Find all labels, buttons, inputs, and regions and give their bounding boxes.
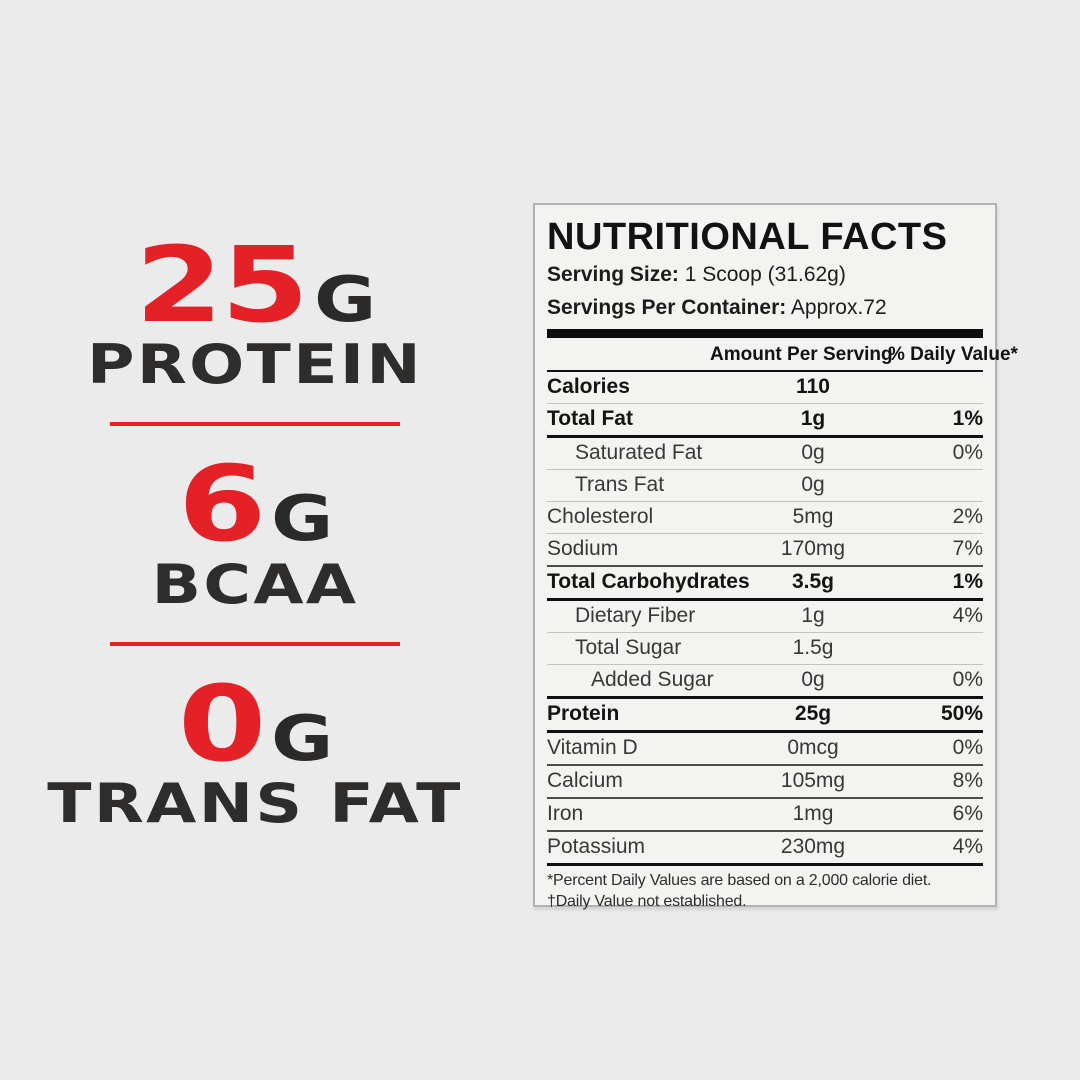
- row-label: Vitamin D: [547, 736, 638, 760]
- table-row: Protein 25g 50%: [547, 699, 983, 734]
- row-dv: 0%: [952, 668, 983, 692]
- row-amount: 0g: [801, 441, 825, 465]
- row-label: Added Sugar: [591, 668, 714, 692]
- footnote-daily-values-text: Percent Daily Values are based on a 2,00…: [553, 872, 932, 890]
- daily-value-header: % Daily Value*: [888, 344, 1018, 366]
- stat-bcaa: 6 G BCAA: [52, 452, 458, 611]
- row-label: Saturated Fat: [575, 441, 703, 465]
- table-row: Saturated Fat 0g 0%: [547, 438, 983, 471]
- row-amount: 105mg: [780, 769, 846, 793]
- stat-transfat: 0 G TRANS FAT: [47, 671, 460, 831]
- servings-per-container-value: Approx.72: [790, 295, 887, 319]
- stat-protein-value: 25: [135, 224, 309, 346]
- row-dv: 50%: [940, 702, 983, 726]
- row-amount: 1mg: [792, 802, 834, 826]
- table-row: Potassium 230mg 4%: [547, 832, 983, 867]
- row-label: Potassium: [547, 835, 646, 859]
- row-amount: 1.5g: [792, 636, 834, 660]
- footnote-dagger: †: [547, 893, 556, 911]
- stat-protein-unit: G: [314, 263, 376, 336]
- amount-per-serving-header: Amount Per Serving: [710, 344, 893, 366]
- servings-per-container-line: Servings Per Container: Approx.72: [547, 294, 983, 322]
- stat-protein: 25 G PROTEIN: [52, 233, 458, 392]
- row-label: Total Sugar: [575, 636, 682, 660]
- table-row: Total Fat 1g 1%: [547, 404, 983, 439]
- nutrition-facts-panel: NUTRITIONAL FACTS Serving Size: 1 Scoop …: [533, 203, 1018, 910]
- stat-protein-label: PROTEIN: [86, 333, 424, 397]
- table-row: Total Carbohydrates 3.5g 1%: [547, 567, 983, 602]
- row-dv: 4%: [952, 604, 983, 628]
- red-divider: [110, 641, 400, 646]
- row-amount: 170mg: [780, 537, 846, 561]
- footnote-not-established-text: Daily Value not established.: [555, 893, 747, 911]
- row-amount: 5mg: [792, 505, 834, 529]
- footnote-daily-values: *Percent Daily Values are based on a 2,0…: [547, 871, 983, 892]
- row-label: Trans Fat: [575, 473, 665, 497]
- footnote-asterisk: *: [547, 872, 554, 890]
- row-amount: 0g: [801, 473, 825, 497]
- stat-bcaa-unit: G: [271, 482, 333, 556]
- row-label: Total Carbohydrates: [547, 570, 750, 594]
- row-dv: 8%: [952, 769, 983, 793]
- row-amount: 0mcg: [787, 736, 839, 760]
- row-amount: 25g: [794, 702, 832, 726]
- row-label: Iron: [547, 802, 584, 826]
- table-row: Added Sugar 0g 0%: [547, 665, 983, 700]
- promo-stats-column: 25 G PROTEIN 6 G BCAA 0 G TRANS FAT: [47, 233, 460, 831]
- row-dv: 2%: [952, 505, 983, 529]
- stat-transfat-number: 0 G: [7, 662, 502, 785]
- panel-title: NUTRITIONAL FACTS: [547, 216, 948, 258]
- row-amount: 1g: [800, 407, 826, 431]
- footnote-not-established: †Daily Value not established.: [547, 892, 983, 913]
- row-label: Calcium: [547, 769, 623, 793]
- stat-bcaa-number: 6 G: [7, 443, 502, 566]
- stat-protein-number: 25 G: [7, 224, 502, 346]
- row-amount: 0g: [801, 668, 825, 692]
- table-row: Total Sugar 1.5g: [547, 633, 983, 666]
- serving-size-line: Serving Size: 1 Scoop (31.62g): [547, 261, 983, 289]
- row-dv: 4%: [952, 835, 983, 859]
- stat-bcaa-value: 6: [177, 443, 266, 566]
- footnotes: *Percent Daily Values are based on a 2,0…: [547, 871, 983, 913]
- serving-size-value: 1 Scoop (31.62g): [684, 263, 846, 286]
- nutrition-rows: Calories 110 Total Fat 1g 1% Saturated F…: [547, 372, 983, 867]
- separator-bar: [547, 329, 983, 339]
- table-row: Cholesterol 5mg 2%: [547, 502, 983, 535]
- row-amount: 1g: [801, 604, 825, 628]
- row-label: Cholesterol: [547, 505, 654, 529]
- table-row: Dietary Fiber 1g 4%: [547, 601, 983, 634]
- servings-per-container-label: Servings Per Container:: [547, 295, 787, 319]
- table-header-row: Amount Per Serving % Daily Value*: [547, 338, 1018, 373]
- row-dv: 1%: [952, 407, 983, 431]
- row-label: Total Fat: [547, 407, 633, 431]
- stat-transfat-value: 0: [177, 662, 266, 785]
- table-row: Vitamin D 0mcg 0%: [547, 733, 983, 767]
- row-amount: 3.5g: [791, 570, 835, 594]
- serving-size-label: Serving Size:: [547, 263, 679, 286]
- row-dv: 0%: [952, 736, 983, 760]
- table-row: Trans Fat 0g: [547, 470, 983, 503]
- row-label: Calories: [547, 375, 630, 399]
- table-row: Calcium 105mg 8%: [547, 766, 983, 800]
- stat-transfat-label: TRANS FAT: [47, 771, 463, 835]
- row-label: Dietary Fiber: [575, 604, 696, 628]
- stat-transfat-unit: G: [271, 701, 333, 775]
- row-amount: 110: [796, 375, 830, 399]
- table-row: Sodium 170mg 7%: [547, 534, 983, 568]
- row-dv: 0%: [952, 441, 983, 465]
- stat-bcaa-label: BCAA: [151, 552, 359, 616]
- row-label: Protein: [547, 702, 620, 726]
- row-amount: 230mg: [780, 835, 846, 859]
- table-row: Calories 110: [547, 372, 983, 405]
- table-row: Iron 1mg 6%: [547, 799, 983, 833]
- red-divider: [110, 422, 400, 427]
- row-dv: 7%: [952, 537, 983, 561]
- row-dv: 1%: [952, 570, 983, 594]
- row-label: Sodium: [547, 537, 619, 561]
- row-dv: 6%: [952, 802, 983, 826]
